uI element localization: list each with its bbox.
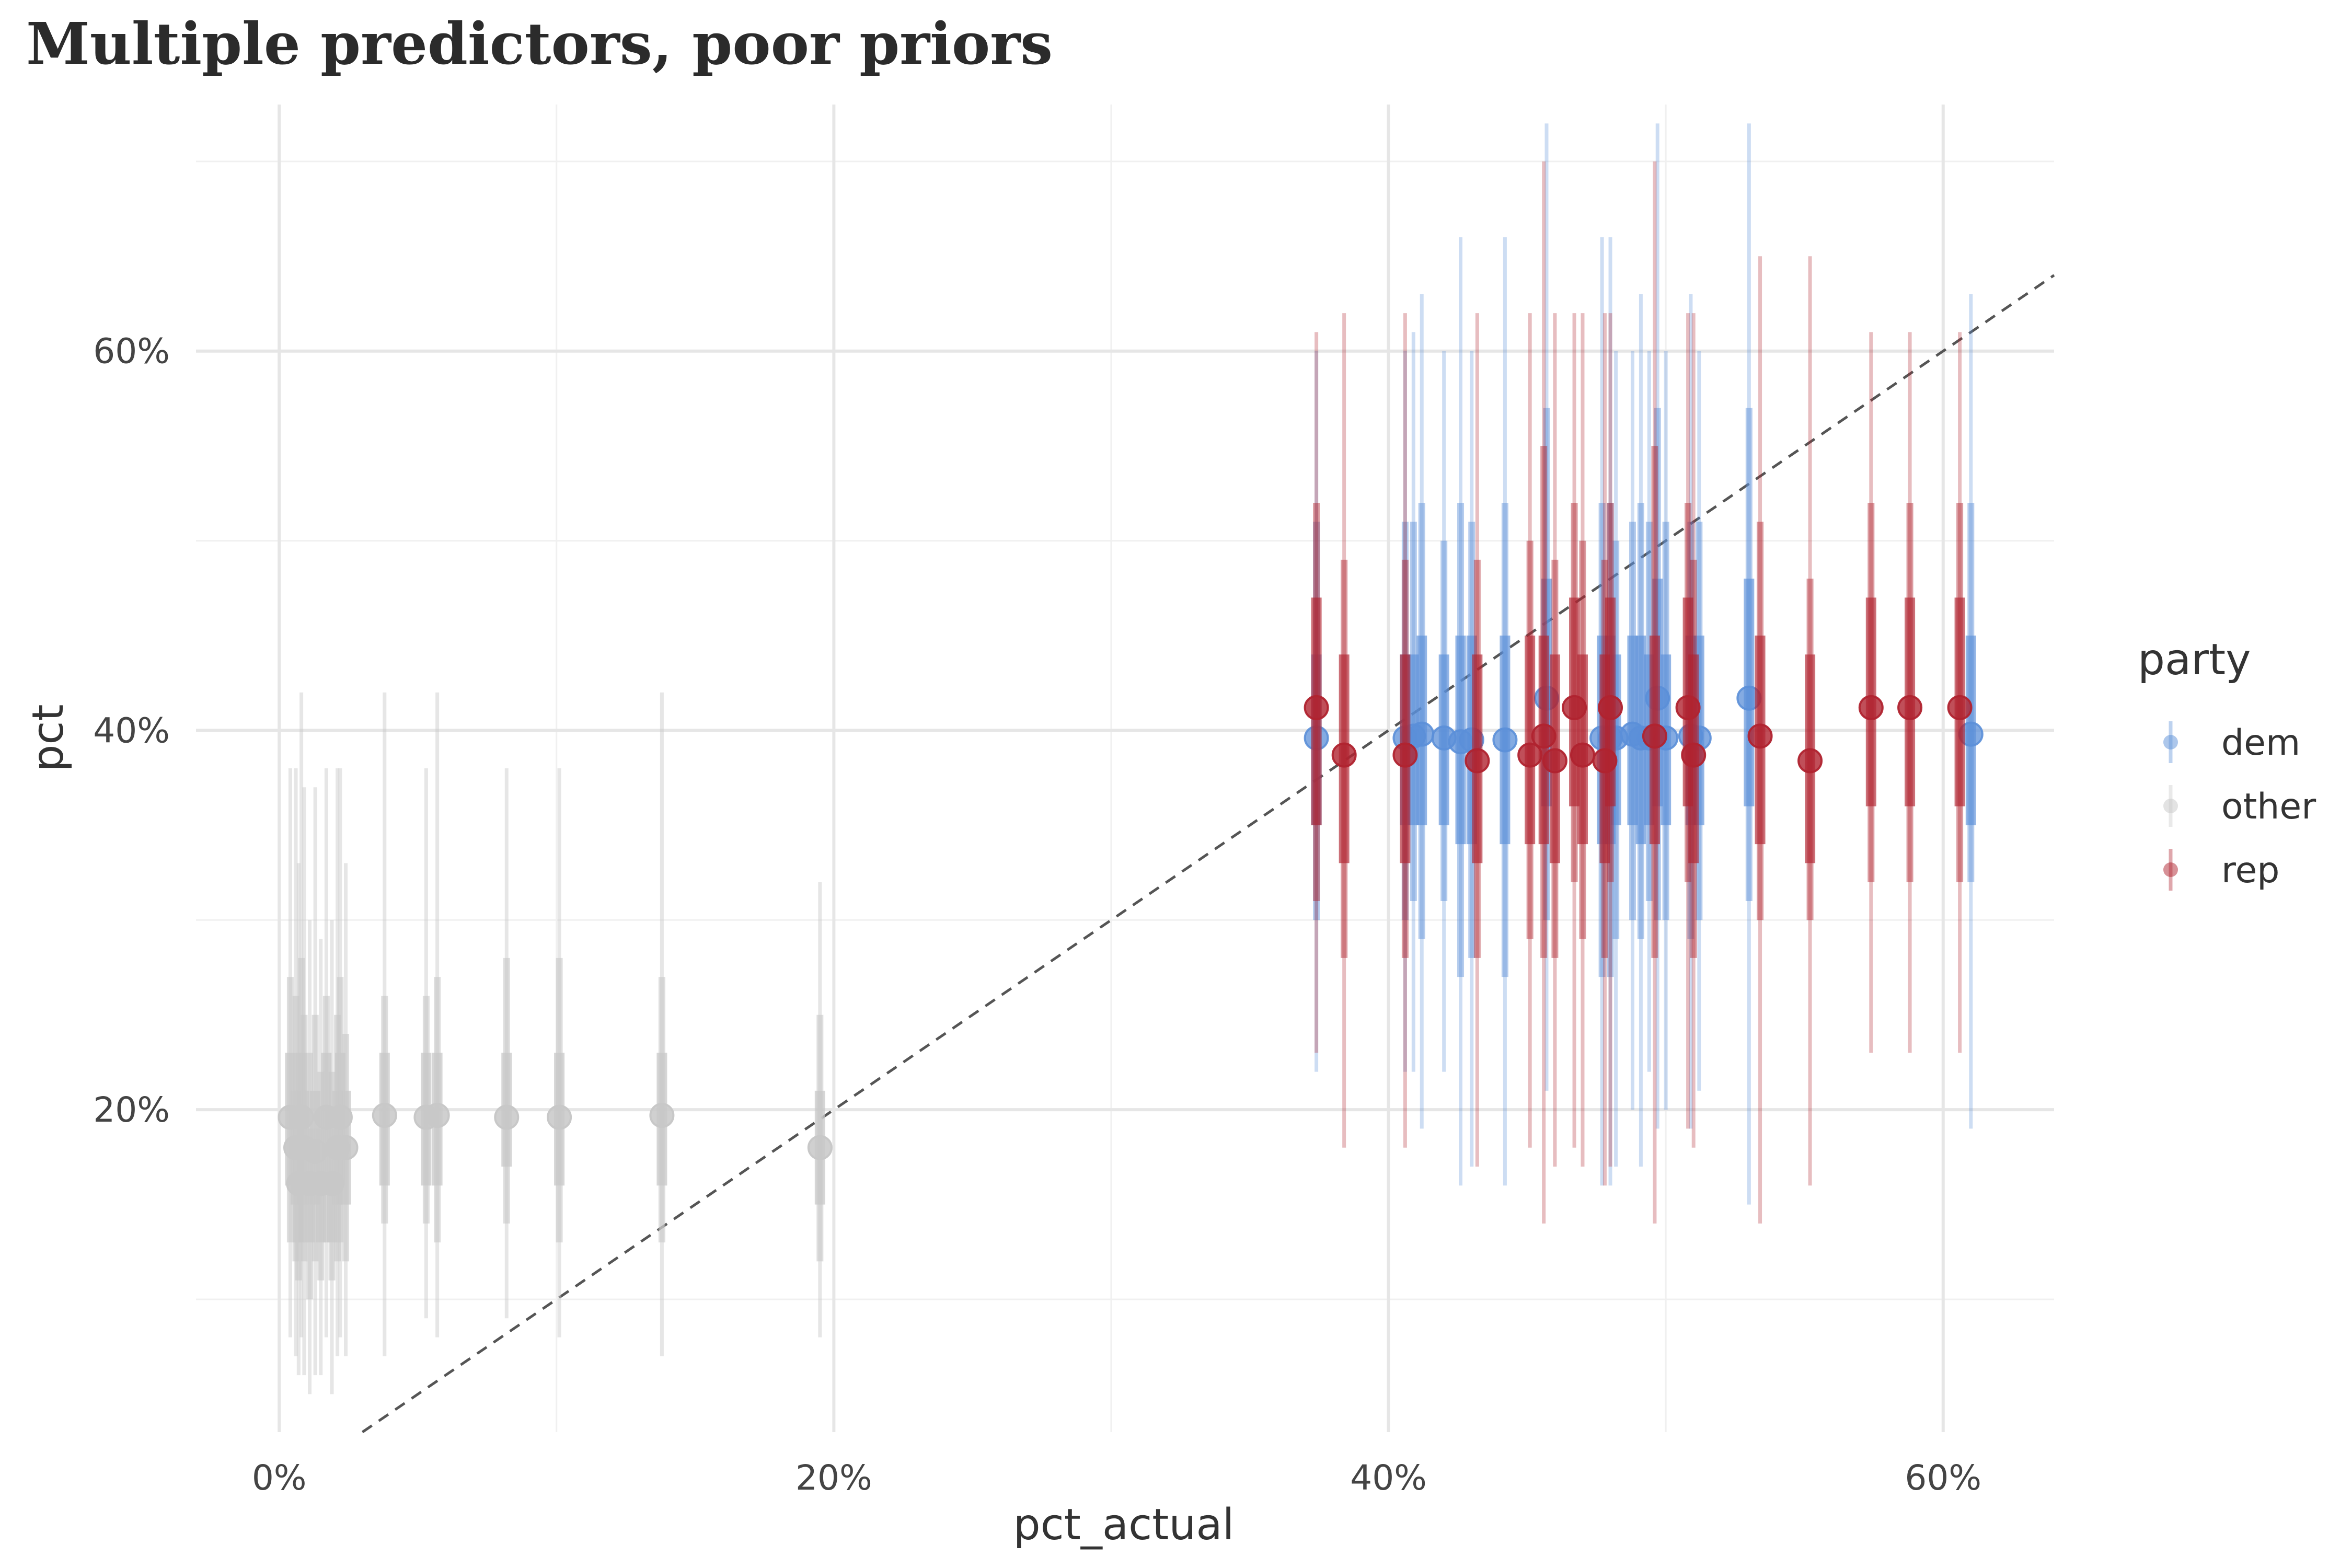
axis-ticks: 0% 20% 40% 60% 20% 40% 60% <box>93 331 1981 1498</box>
point-estimate <box>333 1135 359 1160</box>
point-estimate <box>1392 742 1418 768</box>
legend-title: party <box>2138 635 2251 685</box>
chart-title: Multiple predictors, poor priors <box>26 10 1053 77</box>
y-tick-label: 20% <box>93 1090 170 1130</box>
legend-label: dem <box>2221 722 2300 764</box>
point-estimate <box>424 1103 450 1128</box>
y-tick-label: 40% <box>93 710 170 751</box>
legend-key-point <box>2163 862 2178 877</box>
data-point-rep <box>1897 332 1923 1053</box>
point-estimate <box>1598 695 1623 720</box>
point-estimate <box>1642 723 1667 749</box>
x-tick-label: 60% <box>1905 1458 1981 1498</box>
point-estimate <box>1331 742 1357 768</box>
data-point-dem <box>1409 294 1435 1129</box>
data-point-rep <box>1331 313 1357 1148</box>
point-estimate <box>1542 748 1567 774</box>
point-estimate <box>1304 695 1329 720</box>
point-estimate <box>494 1104 520 1130</box>
point-estimate <box>1409 721 1435 747</box>
data-point-rep <box>1570 313 1595 1167</box>
reference-line <box>361 274 2055 1434</box>
legend-item-other: other <box>2163 785 2316 827</box>
data-point-rep <box>1947 332 1973 1053</box>
data-point-other <box>327 768 353 1338</box>
point-estimate <box>1681 742 1707 768</box>
data-point-rep <box>1392 313 1418 1148</box>
x-tick-label: 20% <box>795 1458 872 1498</box>
legend-items: dem other rep <box>2163 721 2316 891</box>
data-point-rep <box>1747 256 1773 1224</box>
series-rep <box>1304 161 1973 1224</box>
point-estimate <box>372 1103 397 1128</box>
legend-item-rep: rep <box>2163 849 2279 891</box>
legend-label: other <box>2221 786 2316 827</box>
data-point-other <box>807 882 833 1338</box>
point-estimate <box>1797 748 1823 774</box>
legend-label: rep <box>2221 850 2279 891</box>
data-point-dem <box>1492 237 1518 1186</box>
data-point-rep <box>1542 313 1567 1167</box>
point-estimate <box>1947 695 1973 720</box>
data-point-rep <box>1592 313 1618 1186</box>
plot-grid <box>196 105 2054 1432</box>
point-estimate <box>649 1103 675 1128</box>
legend-key-point <box>2163 735 2178 750</box>
y-axis-title: pct <box>24 704 73 771</box>
legend-key-point <box>2163 799 2178 813</box>
point-estimate <box>1897 695 1923 720</box>
data-point-other <box>649 692 675 1356</box>
point-estimate <box>1858 695 1884 720</box>
data-point-other <box>494 768 520 1319</box>
data-point-rep <box>1517 313 1543 1148</box>
data-point-dem <box>1431 351 1457 1072</box>
series-other <box>278 692 833 1394</box>
x-tick-label: 40% <box>1350 1458 1427 1498</box>
y-tick-label: 60% <box>93 331 170 372</box>
data-point-other <box>547 768 572 1338</box>
data-point-rep <box>1642 161 1667 1224</box>
reference-line-group <box>361 274 2055 1434</box>
point-estimate <box>1570 742 1595 768</box>
data-point-rep <box>1681 313 1707 1148</box>
point-estimate <box>1465 748 1490 774</box>
data-point-other <box>333 863 359 1356</box>
data-point-rep <box>1531 161 1557 1224</box>
legend-item-dem: dem <box>2163 721 2300 764</box>
data-point-other <box>424 692 450 1338</box>
data-point-rep <box>1675 313 1701 1129</box>
data-point-rep <box>1797 256 1823 1186</box>
point-estimate <box>547 1104 572 1130</box>
point-estimate <box>1492 727 1518 753</box>
x-axis-title: pct_actual <box>1013 1500 1235 1550</box>
x-tick-label: 0% <box>252 1458 307 1498</box>
data-point-other <box>372 692 397 1356</box>
data-point-other <box>314 768 339 1338</box>
data-point-dem <box>1958 294 1984 1129</box>
data-point-rep <box>1858 332 1884 1053</box>
data-point-rep <box>1465 313 1490 1167</box>
data-point-rep <box>1304 332 1329 1053</box>
data-point-rep <box>1562 313 1587 1148</box>
point-estimate <box>1747 723 1773 749</box>
data-point-dem <box>1736 123 1762 1205</box>
data-point-rep <box>1598 313 1623 1167</box>
legend: party dem other rep <box>2138 635 2316 891</box>
point-estimate <box>807 1135 833 1160</box>
